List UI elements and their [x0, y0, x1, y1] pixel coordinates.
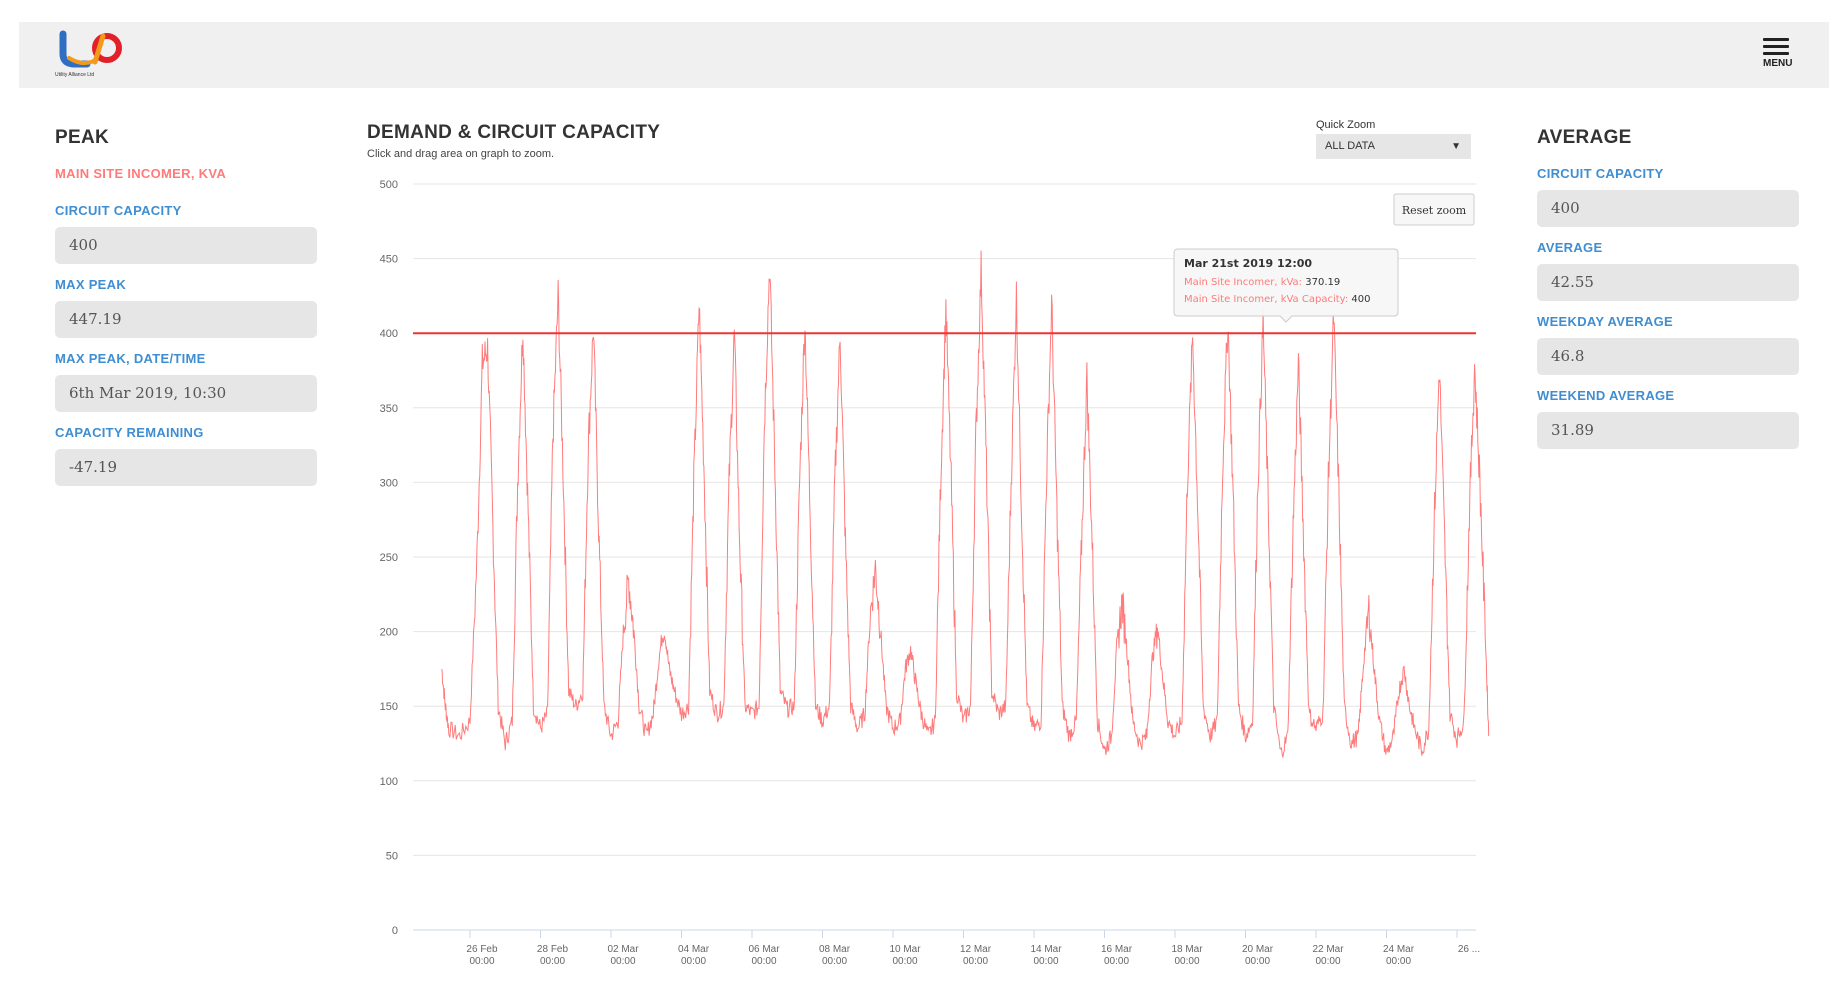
top-bar: Utility Alliance Ltd MENU	[19, 22, 1829, 88]
x-tick-label: 26 Feb 00:00	[466, 944, 498, 967]
hamburger-icon	[1763, 38, 1789, 41]
avg-circuit-capacity-value: 400	[1537, 190, 1799, 227]
y-tick-label: 500	[380, 179, 398, 191]
x-tick-label: 14 Mar 00:00	[1030, 944, 1062, 967]
average-value: 42.55	[1537, 264, 1799, 301]
x-tick-label: 18 Mar 00:00	[1171, 944, 1203, 967]
reset-zoom-button[interactable]: Reset zoom	[1393, 193, 1475, 226]
x-tick-label: 08 Mar 00:00	[819, 944, 851, 967]
demand-chart[interactable]: 0 50 100 150 200 250 300 350 400 450 500 26 Feb 00:…	[360, 170, 1490, 980]
reset-zoom-button-bg	[1393, 193, 1475, 226]
logo-icon	[59, 30, 122, 68]
y-axis: 0 50 100 150 200 250 300 350 400 450 500	[380, 179, 398, 937]
x-axis: 26 Feb 00:00 28 Feb 00:00 02 Mar 00:00 04 Mar 0…	[413, 929, 1480, 967]
chart-tooltip: Mar 21st 2019 12:00 Main Site Incomer, k…	[1173, 248, 1399, 323]
quick-zoom-select[interactable]: ALL DATA ▼	[1316, 134, 1471, 159]
tooltip-title: Mar 21st 2019 12:00	[1184, 257, 1312, 270]
hamburger-icon-bar	[1763, 52, 1789, 55]
quick-zoom-value: ALL DATA	[1325, 140, 1375, 152]
weekday-average-value: 46.8	[1537, 338, 1799, 375]
plot-area	[413, 250, 1490, 758]
max-peak-value: 447.19	[55, 301, 317, 338]
tooltip-line1-label: Main Site Incomer, kVa:	[1184, 277, 1302, 288]
weekend-average-label: WEEKEND AVERAGE	[1537, 388, 1675, 403]
tooltip-bg	[1173, 248, 1399, 323]
y-tick-label: 250	[380, 552, 398, 564]
y-tick-label: 400	[380, 328, 398, 340]
tooltip-line2-value: 400	[1351, 294, 1370, 305]
avg-circuit-capacity-label: CIRCUIT CAPACITY	[1537, 166, 1664, 181]
capacity-remaining-value: -47.19	[55, 449, 317, 486]
demand-series-line	[441, 250, 1490, 758]
x-tick-label: 10 Mar 00:00	[889, 944, 921, 967]
average-title: AVERAGE	[1537, 127, 1632, 148]
x-tick-label: 16 Mar 00:00	[1101, 944, 1133, 967]
x-tick-label: 12 Mar 00:00	[960, 944, 992, 967]
x-tick-label: 24 Mar 00:00	[1383, 944, 1415, 967]
x-tick-label: 26 ...	[1458, 944, 1480, 955]
logo-text: Utility Alliance Ltd	[55, 72, 95, 78]
chart-title: DEMAND & CIRCUIT CAPACITY	[367, 122, 661, 143]
chart-subtitle: Click and drag area on graph to zoom.	[367, 148, 555, 160]
y-tick-label: 200	[380, 627, 398, 639]
peak-title: PEAK	[55, 127, 109, 148]
tooltip-line1-value: 370.19	[1305, 277, 1340, 288]
average-label: AVERAGE	[1537, 240, 1603, 255]
tooltip-line2-label: Main Site Incomer, kVa Capacity:	[1184, 294, 1348, 305]
y-tick-label: 0	[392, 925, 398, 937]
peak-subtitle: MAIN SITE INCOMER, KVA	[55, 166, 227, 181]
y-tick-label: 300	[380, 477, 398, 489]
peak-circuit-capacity-label: CIRCUIT CAPACITY	[55, 203, 182, 218]
tooltip-line1: Main Site Incomer, kVa: 370.19	[1184, 277, 1340, 288]
tooltip-line2: Main Site Incomer, kVa Capacity: 400	[1184, 294, 1370, 305]
x-tick-label: 06 Mar 00:00	[748, 944, 780, 967]
x-tick-label: 02 Mar 00:00	[607, 944, 639, 967]
hamburger-icon-bar	[1763, 45, 1789, 48]
dropdown-arrow-icon: ▼	[1451, 141, 1461, 152]
menu-button[interactable]: MENU	[1763, 38, 1793, 78]
x-tick-label: 28 Feb 00:00	[537, 944, 569, 967]
y-tick-label: 350	[380, 403, 398, 415]
y-tick-label: 450	[380, 254, 398, 266]
max-peak-label: MAX PEAK	[55, 277, 127, 292]
y-tick-label: 100	[380, 776, 398, 788]
peak-circuit-capacity-value: 400	[55, 227, 317, 264]
weekday-average-label: WEEKDAY AVERAGE	[1537, 314, 1673, 329]
max-peak-datetime-value: 6th Mar 2019, 10:30	[55, 375, 317, 412]
capacity-remaining-label: CAPACITY REMAINING	[55, 425, 204, 440]
max-peak-datetime-label: MAX PEAK, DATE/TIME	[55, 351, 206, 366]
x-tick-label: 22 Mar 00:00	[1312, 944, 1344, 967]
quick-zoom-label: Quick Zoom	[1316, 119, 1376, 131]
x-tick-label: 04 Mar 00:00	[678, 944, 710, 967]
reset-zoom-label: Reset zoom	[1402, 204, 1467, 217]
x-tick-label: 20 Mar 00:00	[1242, 944, 1274, 967]
y-tick-label: 150	[380, 701, 398, 713]
menu-label: MENU	[1763, 58, 1793, 69]
y-tick-label: 50	[386, 850, 398, 862]
utility-alliance-logo[interactable]: Utility Alliance Ltd	[55, 28, 135, 80]
weekend-average-value: 31.89	[1537, 412, 1799, 449]
